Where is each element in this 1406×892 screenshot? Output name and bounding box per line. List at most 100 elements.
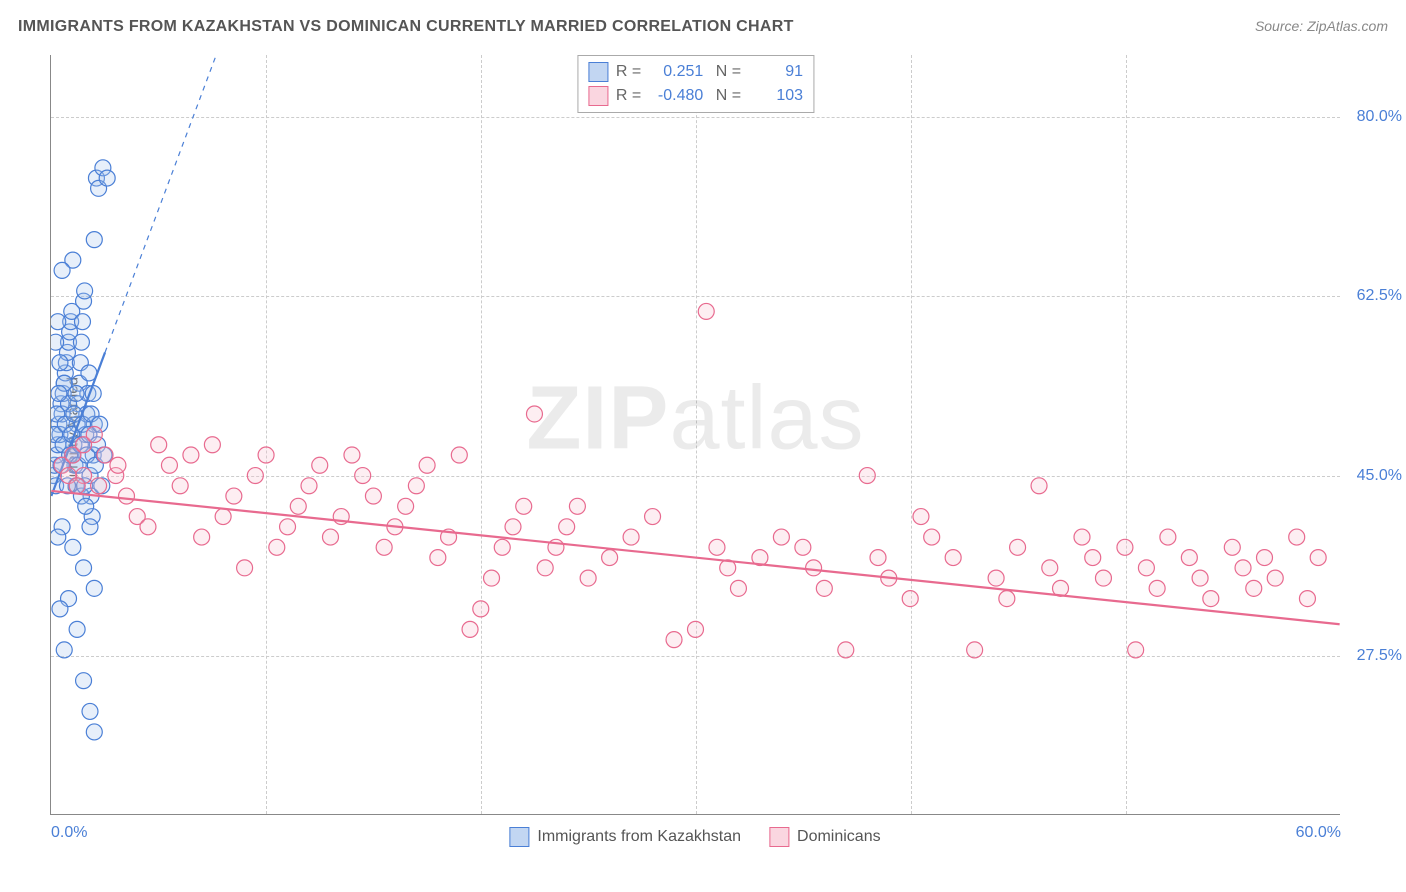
scatter-point <box>237 560 253 576</box>
scatter-point <box>902 591 918 607</box>
scatter-point <box>924 529 940 545</box>
r-value-kazakhstan: 0.251 <box>649 60 703 84</box>
scatter-point <box>86 427 102 443</box>
y-tick-label: 80.0% <box>1347 108 1402 126</box>
scatter-point <box>516 498 532 514</box>
legend-label-dominican: Dominicans <box>797 828 881 846</box>
scatter-point <box>559 519 575 535</box>
trend-line <box>51 491 1339 624</box>
swatch-kazakhstan-bottom <box>509 827 529 847</box>
scatter-point <box>183 447 199 463</box>
scatter-point <box>1042 560 1058 576</box>
scatter-point <box>988 570 1004 586</box>
scatter-point <box>99 170 115 186</box>
scatter-point <box>247 468 263 484</box>
scatter-point <box>52 355 68 371</box>
scatter-point <box>86 580 102 596</box>
y-tick-label: 62.5% <box>1347 287 1402 305</box>
scatter-point <box>74 314 90 330</box>
scatter-point <box>86 232 102 248</box>
legend-item-dominican: Dominicans <box>769 827 881 847</box>
chart-source: Source: ZipAtlas.com <box>1255 18 1388 34</box>
scatter-point <box>215 509 231 525</box>
scatter-point <box>645 509 661 525</box>
scatter-point <box>870 550 886 566</box>
scatter-point <box>666 632 682 648</box>
n-label: N = <box>711 84 741 108</box>
scatter-point <box>451 447 467 463</box>
swatch-dominican-bottom <box>769 827 789 847</box>
correlation-legend: R = 0.251 N = 91 R = -0.480 N = 103 <box>577 55 814 113</box>
scatter-point <box>51 334 64 350</box>
series-legend: Immigrants from Kazakhstan Dominicans <box>509 827 880 847</box>
scatter-point <box>1149 580 1165 596</box>
scatter-point <box>194 529 210 545</box>
scatter-point <box>376 539 392 555</box>
x-tick-label: 60.0% <box>1296 824 1341 842</box>
scatter-point <box>419 457 435 473</box>
scatter-point <box>795 539 811 555</box>
scatter-point <box>86 724 102 740</box>
scatter-point <box>52 601 68 617</box>
scatter-point <box>54 262 70 278</box>
n-value-dominican: 103 <box>749 84 803 108</box>
legend-label-kazakhstan: Immigrants from Kazakhstan <box>537 828 741 846</box>
scatter-point <box>1267 570 1283 586</box>
scatter-point <box>688 621 704 637</box>
scatter-point <box>1085 550 1101 566</box>
scatter-point <box>999 591 1015 607</box>
scatter-point <box>859 468 875 484</box>
y-tick-label: 45.0% <box>1347 467 1402 485</box>
r-label: R = <box>616 60 641 84</box>
n-value-kazakhstan: 91 <box>749 60 803 84</box>
scatter-point <box>119 488 135 504</box>
plot-svg <box>51 55 1340 814</box>
chart-title: IMMIGRANTS FROM KAZAKHSTAN VS DOMINICAN … <box>18 18 794 36</box>
scatter-point <box>151 437 167 453</box>
trend-line-extension <box>105 55 216 352</box>
scatter-point <box>51 314 66 330</box>
scatter-point <box>462 621 478 637</box>
scatter-point <box>580 570 596 586</box>
legend-row-dominican: R = -0.480 N = 103 <box>588 84 803 108</box>
scatter-point <box>698 303 714 319</box>
scatter-point <box>97 447 113 463</box>
scatter-point <box>1138 560 1154 576</box>
scatter-point <box>365 488 381 504</box>
scatter-point <box>82 519 98 535</box>
scatter-point <box>945 550 961 566</box>
scatter-point <box>76 673 92 689</box>
scatter-point <box>602 550 618 566</box>
scatter-point <box>1160 529 1176 545</box>
r-value-dominican: -0.480 <box>649 84 703 108</box>
scatter-point <box>69 478 85 494</box>
y-tick-label: 27.5% <box>1347 647 1402 665</box>
n-label: N = <box>711 60 741 84</box>
scatter-point <box>91 478 107 494</box>
chart-container: Currently Married R = 0.251 N = 91 R = -… <box>50 55 1340 815</box>
scatter-point <box>838 642 854 658</box>
scatter-point <box>301 478 317 494</box>
scatter-point <box>1203 591 1219 607</box>
scatter-point <box>1095 570 1111 586</box>
scatter-point <box>816 580 832 596</box>
scatter-point <box>1246 580 1262 596</box>
scatter-point <box>65 539 81 555</box>
scatter-point <box>322 529 338 545</box>
scatter-point <box>161 457 177 473</box>
scatter-point <box>76 560 92 576</box>
scatter-point <box>226 488 242 504</box>
scatter-point <box>1031 478 1047 494</box>
scatter-point <box>623 529 639 545</box>
scatter-point <box>1289 529 1305 545</box>
x-tick-label: 0.0% <box>51 824 87 842</box>
plot-area: Currently Married R = 0.251 N = 91 R = -… <box>50 55 1340 815</box>
scatter-point <box>82 703 98 719</box>
scatter-point <box>110 457 126 473</box>
scatter-point <box>290 498 306 514</box>
scatter-point <box>1010 539 1026 555</box>
scatter-point <box>73 334 89 350</box>
scatter-point <box>967 642 983 658</box>
scatter-point <box>1299 591 1315 607</box>
scatter-point <box>537 560 553 576</box>
